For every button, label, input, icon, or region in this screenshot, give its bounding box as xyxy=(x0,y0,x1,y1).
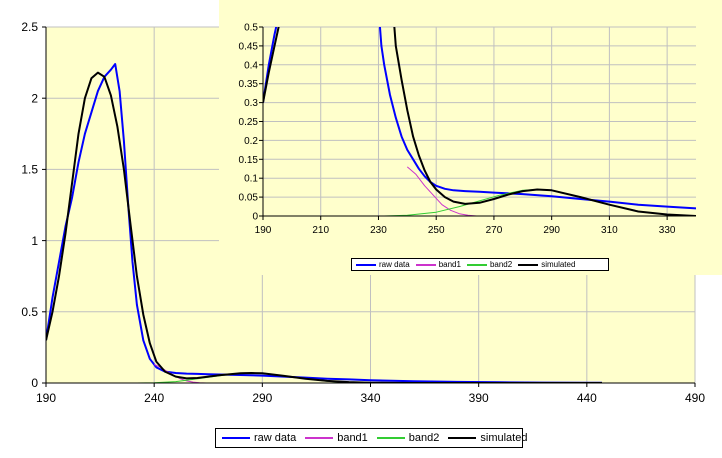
inset-series-simulated xyxy=(263,27,696,216)
legend-label: simulated xyxy=(541,260,576,269)
main-y-tick-label: 2.5 xyxy=(21,20,38,34)
main-y-tick-label: 2 xyxy=(31,91,38,105)
inset-series-raw-data xyxy=(263,27,696,210)
main-legend: raw data band1 band2 simulated xyxy=(215,428,527,448)
main-x-tick-label: 490 xyxy=(685,391,705,405)
legend-item-band2: band2 xyxy=(376,432,440,444)
inset-x-tick-label: 250 xyxy=(428,225,445,236)
legend-swatch xyxy=(415,263,436,266)
legend-label: raw data xyxy=(254,432,297,444)
main-x-tick-label: 340 xyxy=(360,391,380,405)
inset-x-tick-label: 310 xyxy=(601,225,618,236)
inset-legend: raw data band1 band2 simulated xyxy=(351,258,609,271)
inset-y-tick-label: 0.15 xyxy=(239,155,259,166)
inset-y-tick-label: 0.35 xyxy=(239,79,259,90)
inset-x-tick-label: 330 xyxy=(659,225,676,236)
inset-chart: 190 210 230 250 270 290 310 330 0 0.05 0.1 0.15 0.2 0… xyxy=(239,23,696,236)
legend-swatch xyxy=(222,437,250,439)
main-x-tick-label: 440 xyxy=(577,391,597,405)
inset-x-tick-label: 230 xyxy=(370,225,387,236)
inset-y-tick-label: 0 xyxy=(252,212,258,223)
legend-item-raw-data: raw data xyxy=(356,260,410,269)
inset-y-tick-label: 0.25 xyxy=(239,117,259,128)
inset-y-tick-label: 0.45 xyxy=(239,41,259,52)
legend-label: raw data xyxy=(379,260,410,269)
main-x-tick-label: 290 xyxy=(252,391,272,405)
main-y-tick-label: 1 xyxy=(31,234,38,248)
inset-x-tick-label: 190 xyxy=(255,225,272,236)
main-series-raw-data xyxy=(46,63,602,383)
legend-label: band2 xyxy=(489,260,513,269)
legend-swatch xyxy=(376,437,405,439)
legend-swatch xyxy=(518,263,539,266)
main-y-tick-label: 0 xyxy=(31,376,38,390)
legend-swatch xyxy=(448,437,477,439)
inset-y-tick-label: 0.2 xyxy=(244,136,258,147)
legend-swatch xyxy=(305,437,334,439)
main-y-tick-label: 1.5 xyxy=(21,163,38,177)
legend-item-simulated: simulated xyxy=(518,260,575,269)
inset-series-band1 xyxy=(406,166,477,216)
legend-item-simulated: simulated xyxy=(448,432,527,444)
inset-x-tick-label: 290 xyxy=(543,225,560,236)
inset-y-tick-label: 0.5 xyxy=(244,23,258,34)
legend-label: band1 xyxy=(438,260,461,269)
legend-swatch xyxy=(466,263,487,266)
inset-y-tick-label: 0.05 xyxy=(239,193,259,204)
legend-item-band2: band2 xyxy=(466,260,513,269)
main-y-tick-label: 0.5 xyxy=(21,305,38,319)
legend-item-band1: band1 xyxy=(415,260,461,269)
legend-swatch xyxy=(356,263,376,266)
main-x-tick-label: 240 xyxy=(144,391,164,405)
legend-item-band1: band1 xyxy=(305,432,368,444)
inset-y-tick-label: 0.4 xyxy=(244,60,258,71)
inset-y-tick-label: 0.1 xyxy=(244,174,258,185)
legend-label: band2 xyxy=(408,432,440,444)
inset-y-tick-label: 0.3 xyxy=(244,98,258,109)
legend-label: simulated xyxy=(480,432,528,444)
inset-x-tick-label: 210 xyxy=(312,225,329,236)
inset-x-tick-label: 270 xyxy=(486,225,503,236)
main-x-tick-label: 390 xyxy=(469,391,489,405)
legend-item-raw-data: raw data xyxy=(222,432,296,444)
main-x-tick-label: 190 xyxy=(36,391,56,405)
legend-label: band1 xyxy=(337,432,368,444)
